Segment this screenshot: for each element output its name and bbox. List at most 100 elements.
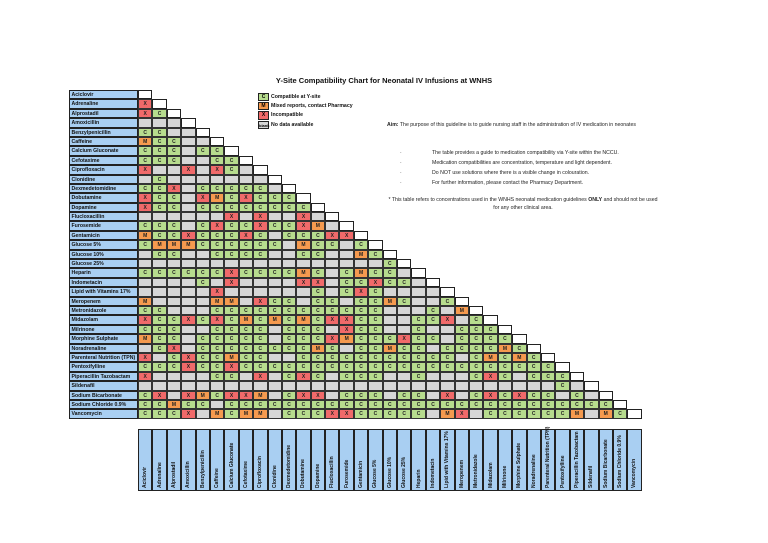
compat-cell: C [209,155,225,166]
compat-cell [138,381,153,391]
compat-cell: C [224,409,239,419]
compat-cell: C [224,230,239,241]
compat-cell: C [209,240,225,250]
row-label: Piperacillin Tazobactam [69,371,138,382]
compat-cell [138,277,153,288]
compat-cell [325,277,340,288]
diagonal-cell [195,127,210,137]
compat-cell: M [224,352,239,363]
compat-cell: C [339,390,354,400]
column-label: Alprostadil [166,429,182,491]
compat-cell: C [310,399,326,410]
table-row: Adrenaline X [69,99,642,109]
compat-cell: X [296,277,311,288]
compat-cell: C [224,399,239,410]
compat-cell: X [296,390,311,400]
compat-cell [440,334,455,344]
compat-cell [339,296,354,306]
compat-cell: C [353,409,369,419]
column-labels: Aciclovir Adrenaline Alprostadil Amoxicilli… [138,427,642,491]
compat-cell: C [238,305,254,316]
compat-cell: X [512,390,527,400]
diagonal-cell [224,146,239,156]
compat-cell: C [281,296,297,306]
compat-cell: C [512,409,527,419]
compat-cell [425,390,441,400]
compat-cell: X [353,287,369,297]
compat-cell: C [181,268,196,278]
diagonal-cell [526,343,541,353]
table-row: Noradrenaline C X C C C C C C C C M C C C M C C C C C C M C [69,343,642,353]
compat-cell: C [238,343,254,353]
compat-cell: X [310,277,326,288]
compat-cell: C [166,362,182,372]
compat-cell [440,371,455,382]
table-row: Amoxicillin [69,118,642,128]
compat-cell: C [368,287,383,297]
compat-cell: C [526,409,541,419]
compat-cell [166,390,182,400]
compat-cell: C [540,409,556,419]
compat-cell [281,259,297,269]
compat-cell [181,343,196,353]
diagonal-cell [512,334,527,344]
compat-cell [181,305,196,316]
bullet-item: · Do NOT use solutions where there is a v… [400,170,590,176]
compat-cell: C [497,409,513,419]
compat-cell [209,259,225,269]
compat-cell: C [353,334,369,344]
compat-cell [339,240,354,250]
compat-cell: C [425,352,441,363]
compat-cell [181,183,196,194]
compat-cell: C [325,352,340,363]
compat-cell [238,165,254,175]
compat-cell: M [138,296,153,306]
legend-label: No data available [271,121,314,128]
compat-cell: X [181,409,196,419]
compat-cell: C [238,324,254,335]
diagonal-cell [397,259,412,269]
footnote: * This table refers to concentrations us… [388,197,658,211]
table-row: Dopamine X C C C C C C C C C C [69,202,642,213]
compat-cell: X [238,193,254,203]
compat-cell: X [368,277,383,288]
aim-text: The purpose of this guideline is to guid… [399,122,636,128]
compat-cell [138,212,153,222]
compat-cell: C [339,268,354,278]
compat-cell: C [468,390,484,400]
compat-cell: C [296,324,311,335]
compat-cell: C [353,296,369,306]
compat-cell [195,212,210,222]
compat-cell [181,146,196,156]
compat-cell [512,371,527,382]
compat-cell: C [526,371,541,382]
compat-cell: C [152,324,167,335]
compat-cell: C [138,240,153,250]
compat-cell [512,381,527,391]
compat-cell: C [152,268,167,278]
compat-cell: X [209,315,225,325]
compat-cell [166,127,182,137]
compat-cell: M [440,409,455,419]
row-label: Cefotaxime [69,155,138,166]
table-row: Furosemide C C C C X C C X C C X M [69,221,642,231]
table-row: Aciclovir [69,90,642,100]
compat-cell: C [166,249,182,260]
compat-cell: M [296,315,311,325]
compat-cell: C [411,362,426,372]
compat-cell: M [454,305,469,316]
compat-cell: C [152,230,167,241]
compat-cell [382,315,398,325]
compat-cell: C [281,221,297,231]
compat-cell [195,136,210,147]
diagonal-cell [411,268,426,278]
compat-cell [253,381,268,391]
compat-cell: X [325,334,340,344]
table-row: Vancomycin C C C X M C M M C C C X X C C C C C M X C C C C C C M M C [69,409,642,419]
compat-cell: C [166,146,182,156]
row-label: Pentoxifylline [69,362,138,372]
compat-cell: C [382,268,398,278]
row-label: Heparin [69,268,138,278]
column-label: Dobutamine [296,429,311,491]
compat-cell: C [253,315,268,325]
